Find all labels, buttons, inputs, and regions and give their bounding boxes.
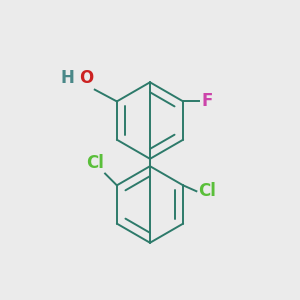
Text: F: F (202, 92, 213, 110)
Text: H: H (61, 69, 75, 87)
Text: Cl: Cl (198, 182, 216, 200)
Text: Cl: Cl (86, 154, 104, 172)
Text: O: O (79, 69, 93, 87)
